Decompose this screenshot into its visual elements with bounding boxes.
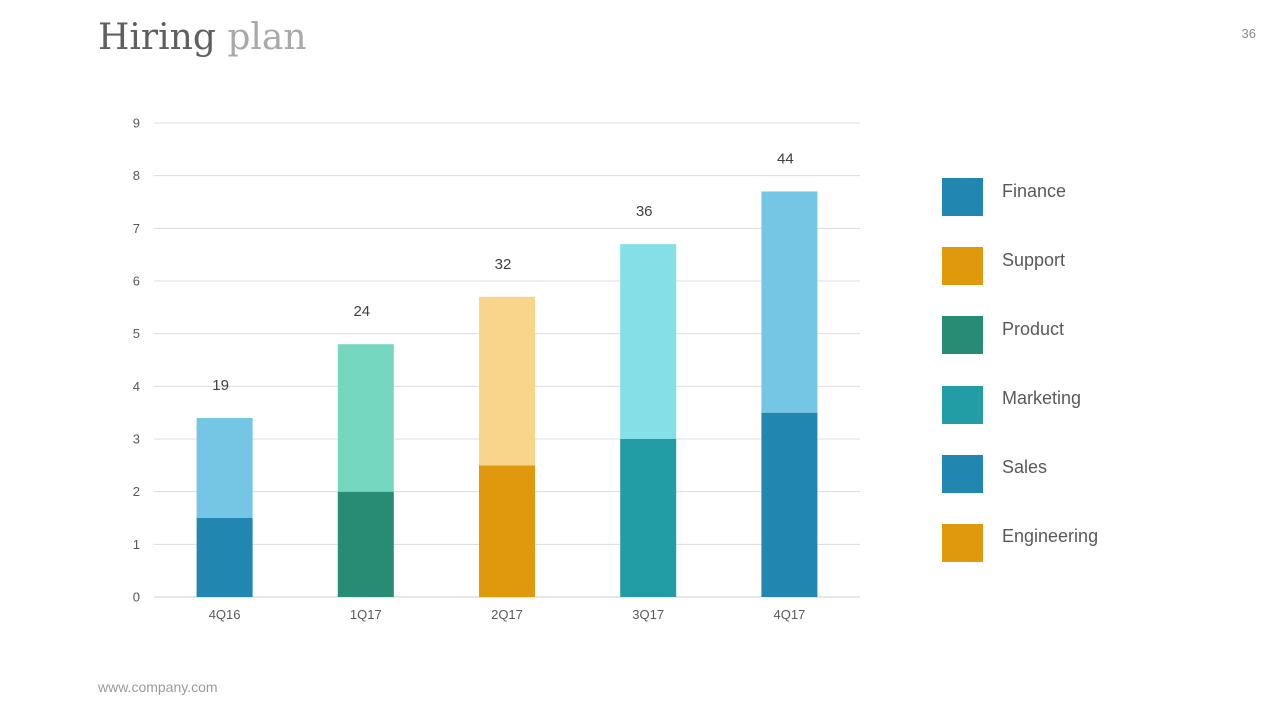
hiring-plan-chart: 0 1 2 3 4 5 6 7 8 9 19 4Q16 24 1Q17 32 2Q17 36 3Q17 44 4Q17 — [133, 116, 860, 622]
bar-total-label: 36 — [636, 203, 653, 220]
y-tick-label: 8 — [133, 168, 140, 183]
bar-segment — [620, 244, 677, 439]
legend-label: Support — [1002, 249, 1066, 270]
slide-title-main: Hiring — [98, 17, 216, 58]
legend-label: Marketing — [1002, 388, 1082, 409]
x-tick-label: 1Q17 — [350, 607, 382, 622]
y-tick-label: 2 — [133, 484, 140, 499]
y-tick-label: 5 — [133, 326, 140, 341]
legend-item: Product — [942, 316, 1098, 355]
x-tick-label: 4Q17 — [773, 607, 805, 622]
slide-title: Hiring plan — [98, 14, 307, 62]
legend-swatch — [942, 454, 983, 493]
bar-segment — [479, 465, 535, 597]
slide-title-accent: plan — [227, 17, 307, 58]
chart-legend: Finance Support Product Marketing Sales Engin… — [942, 178, 1098, 593]
legend-label: Sales — [1002, 457, 1048, 478]
legend-swatch — [942, 523, 983, 562]
legend-swatch — [942, 385, 983, 424]
bar-segment — [196, 417, 253, 518]
page-number: 36 — [1241, 26, 1256, 41]
bar-segment — [620, 439, 677, 597]
bar-segment — [337, 491, 394, 597]
bar-segment — [761, 412, 818, 597]
bar-segment — [761, 191, 818, 413]
legend-label: Product — [1002, 318, 1065, 339]
x-tick-label: 2Q17 — [491, 607, 523, 622]
bar-segment — [196, 518, 253, 597]
legend-item: Sales — [942, 454, 1098, 493]
bar-total-label: 19 — [212, 377, 229, 394]
bar-segment — [337, 344, 394, 492]
legend-swatch — [942, 316, 983, 355]
y-tick-label: 7 — [133, 221, 140, 236]
legend-swatch — [942, 178, 983, 216]
x-tick-label: 3Q17 — [632, 607, 664, 622]
bar-total-label: 32 — [495, 256, 512, 273]
y-tick-label: 3 — [133, 432, 140, 447]
x-tick-label: 4Q16 — [209, 607, 241, 622]
legend-label: Engineering — [1002, 526, 1099, 547]
bar-total-label: 44 — [777, 150, 794, 167]
legend-label: Finance — [1002, 180, 1067, 201]
legend-item: Marketing — [942, 385, 1098, 424]
bar-total-label: 24 — [353, 303, 370, 320]
footer-url: www.company.com — [98, 679, 218, 695]
bar-segment — [479, 296, 535, 466]
legend-item: Engineering — [942, 523, 1099, 562]
y-tick-label: 9 — [133, 116, 140, 131]
y-tick-label: 1 — [133, 537, 140, 552]
legend-item: Support — [942, 247, 1098, 286]
y-tick-label: 4 — [133, 379, 140, 394]
legend-item: Finance — [942, 178, 1098, 216]
y-tick-label: 0 — [133, 590, 140, 605]
legend-swatch — [942, 247, 983, 286]
y-tick-label: 6 — [133, 274, 140, 289]
